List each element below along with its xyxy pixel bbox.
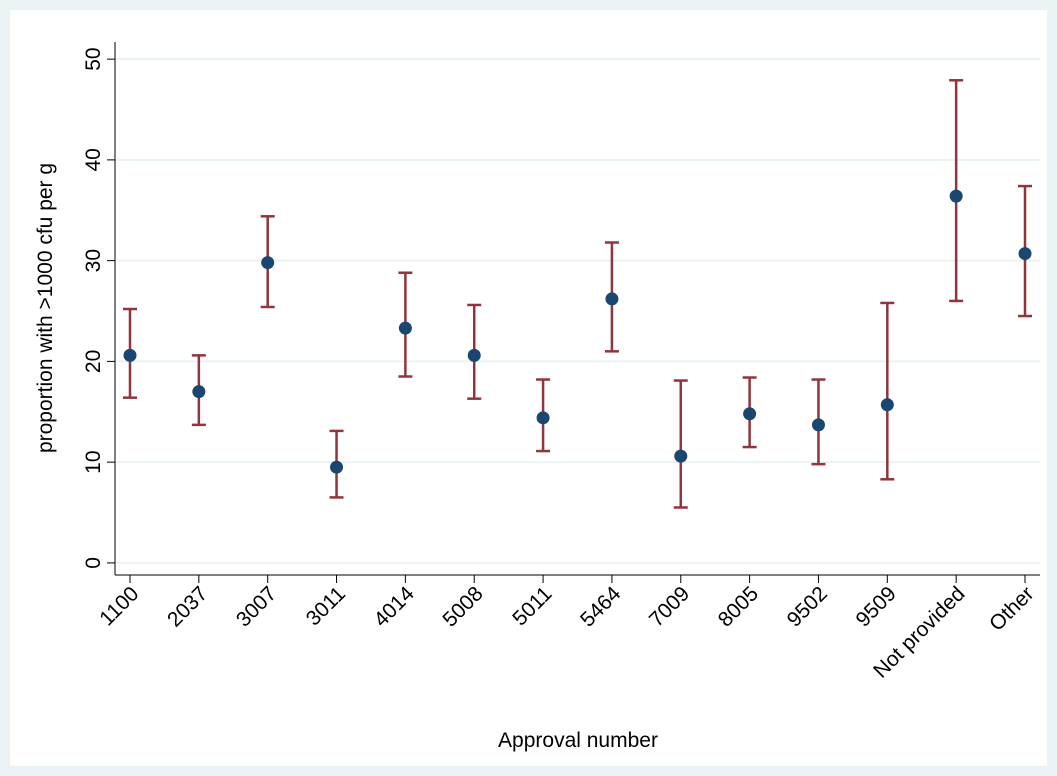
point	[605, 292, 619, 306]
point	[398, 321, 412, 335]
point	[1018, 247, 1032, 261]
graph-background	[10, 10, 1047, 766]
y-axis-title: proportion with >1000 cfu per g	[34, 163, 57, 453]
point	[949, 189, 963, 203]
point	[123, 348, 137, 362]
y-tick-label: 20	[82, 350, 105, 373]
point	[192, 385, 206, 399]
y-tick-label: 30	[82, 249, 105, 272]
point	[880, 398, 894, 412]
y-tick-label: 0	[82, 557, 105, 569]
point	[743, 407, 757, 421]
point	[467, 348, 481, 362]
error-bar	[673, 379, 688, 509]
x-axis-title: Approval number	[498, 729, 658, 752]
point	[811, 418, 825, 432]
y-tick-label: 40	[82, 148, 105, 171]
y-tick-label: 50	[82, 47, 105, 70]
error-bar	[880, 301, 895, 481]
y-tick-label: 10	[82, 450, 105, 473]
point	[330, 460, 344, 474]
point	[261, 256, 275, 270]
point	[536, 411, 550, 425]
point	[674, 449, 688, 463]
